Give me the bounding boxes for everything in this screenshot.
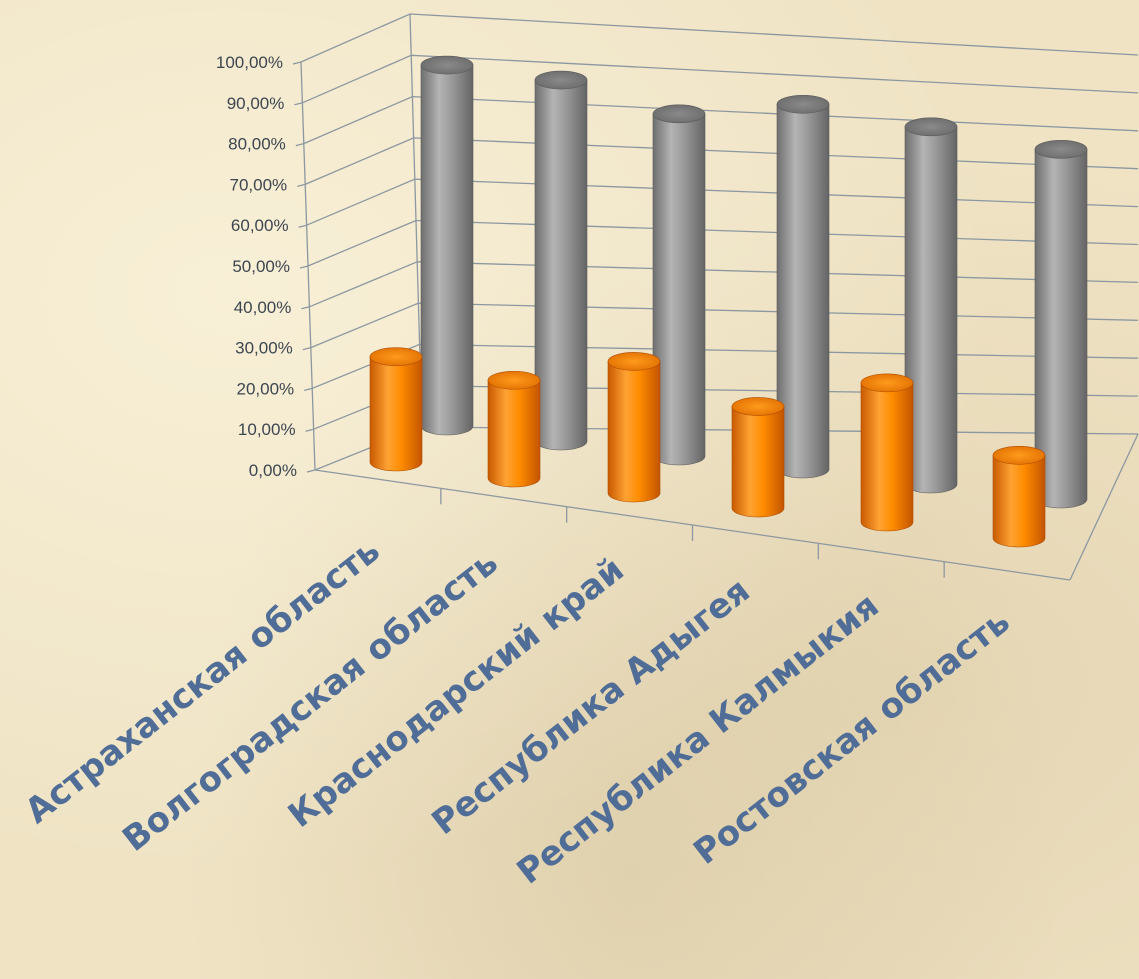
y-tick-label: 10,00% (238, 420, 296, 439)
grid-layer (292, 13, 1139, 581)
y-tick-label: 50,00% (232, 257, 290, 276)
bar-side (487, 379, 541, 488)
bar (420, 55, 474, 436)
y-tick-label: 80,00% (228, 135, 286, 154)
bar (731, 397, 785, 518)
bar-side (731, 406, 785, 518)
y-tick-label: 60,00% (231, 216, 289, 235)
bar-top (487, 370, 541, 390)
y-tick-mark (292, 61, 302, 65)
y-tick-mark (306, 469, 316, 473)
bar-top (652, 104, 706, 124)
y-tick-label: 30,00% (235, 339, 293, 358)
bar-side (860, 382, 914, 532)
bar (487, 370, 541, 488)
bar-top (776, 94, 830, 114)
y-tick-mark (298, 224, 307, 228)
bar (652, 104, 706, 466)
bar-side (369, 356, 423, 472)
bar-top (534, 70, 588, 90)
bar-side (607, 361, 661, 503)
y-tick-mark (294, 102, 303, 106)
bar-top (731, 397, 785, 416)
bar-top (1034, 140, 1088, 159)
bar-top (369, 347, 423, 367)
y-tick-label: 70,00% (230, 175, 288, 194)
y-tick-label: 90,00% (227, 94, 285, 113)
bar (992, 445, 1046, 548)
y-axis-ticks: 0,00% 10,00% 20,00% 30,00% 40,00% 50,00% 60,00… (216, 53, 297, 480)
bar-side (420, 64, 474, 436)
bar (369, 347, 423, 472)
y-axis-line (300, 61, 316, 471)
bar-top (420, 55, 474, 75)
bar-top (860, 373, 914, 393)
bar-top (607, 352, 661, 371)
bar (607, 352, 661, 503)
gridline (300, 13, 1139, 63)
bar (534, 70, 588, 451)
bars-layer (369, 55, 1088, 548)
y-tick-mark (295, 142, 304, 147)
bar-top (992, 445, 1046, 465)
y-tick-mark (301, 306, 310, 310)
y-tick-mark (304, 387, 313, 392)
bar-top (904, 117, 958, 137)
bar (904, 117, 958, 494)
floor-right-edge (1069, 433, 1139, 581)
y-tick-label: 0,00% (249, 461, 297, 480)
bar (776, 94, 830, 479)
y-tick-mark (297, 183, 306, 188)
bar-side (534, 79, 588, 451)
y-tick-mark (302, 346, 311, 351)
bar-side (992, 454, 1046, 548)
bar-side (652, 113, 706, 466)
y-tick-label: 100,00% (216, 53, 283, 72)
y-tick-mark (305, 428, 314, 432)
y-tick-label: 40,00% (234, 298, 292, 317)
bar (1034, 140, 1088, 509)
bar-side (776, 103, 830, 479)
bar (860, 373, 914, 532)
y-tick-mark (299, 265, 309, 269)
y-tick-label: 20,00% (237, 379, 295, 398)
